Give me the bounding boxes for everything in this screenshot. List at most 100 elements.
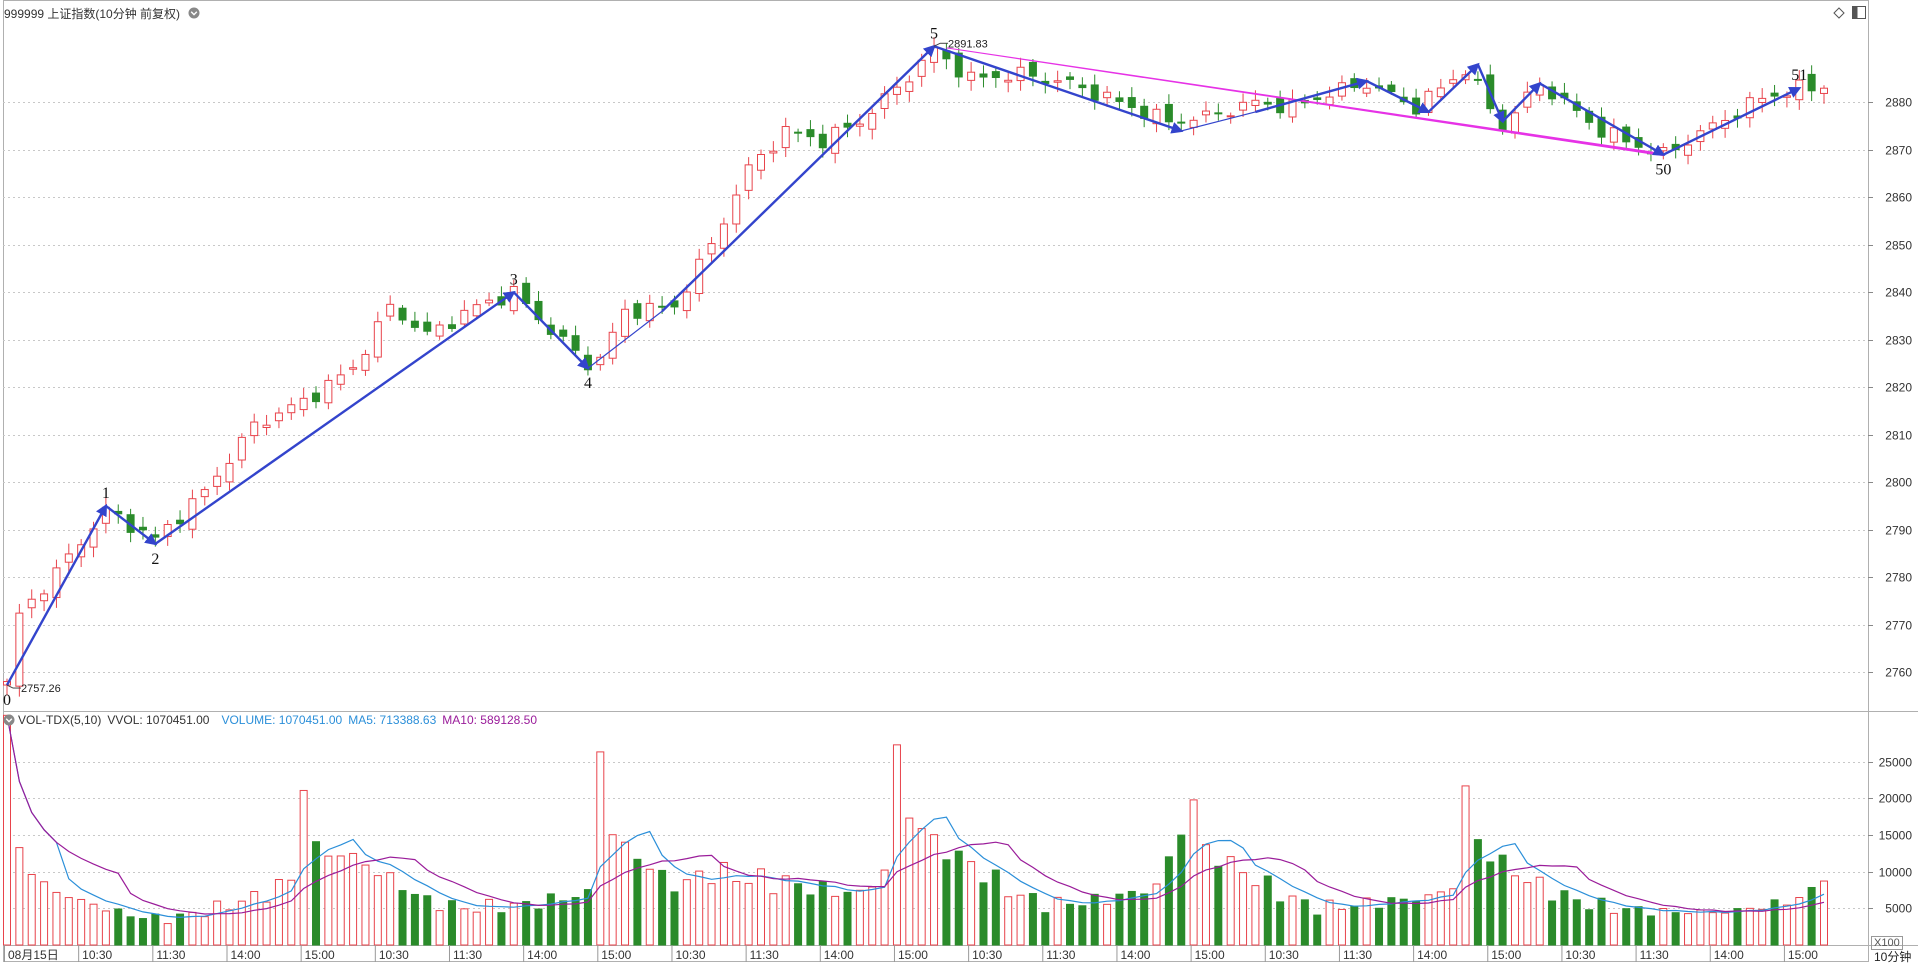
volume-bar bbox=[1387, 897, 1396, 946]
candle-body-up bbox=[200, 489, 209, 498]
candle-body-up bbox=[299, 397, 308, 411]
candle-body-up bbox=[1189, 119, 1198, 128]
time-tick-label: 15:00 bbox=[1788, 948, 1818, 962]
volume-bar bbox=[509, 902, 518, 946]
volume-bar bbox=[435, 910, 444, 946]
candle-body-up bbox=[1053, 80, 1062, 83]
time-tick-label: 15:00 bbox=[898, 948, 928, 962]
volume-tick-label: 10000 bbox=[1879, 866, 1913, 880]
time-tick-label: 10:30 bbox=[675, 948, 705, 962]
price-tick-label: 2820 bbox=[1885, 381, 1912, 395]
candle bbox=[559, 325, 568, 342]
candle-body-up bbox=[1758, 97, 1767, 103]
volume-bar bbox=[1251, 885, 1260, 946]
split-panel-icon[interactable] bbox=[1852, 6, 1866, 19]
time-tick-label: 14:00 bbox=[1120, 948, 1150, 962]
volume-bar bbox=[583, 889, 592, 946]
candle-body-up bbox=[262, 424, 271, 428]
volume-bar bbox=[1572, 899, 1581, 946]
candle bbox=[1189, 116, 1198, 136]
volume-bar bbox=[756, 868, 765, 946]
volume-bar bbox=[1041, 912, 1050, 946]
time-tick-label: 11:30 bbox=[750, 948, 779, 962]
candle-body-up bbox=[732, 194, 741, 225]
time-tick-label: 14:00 bbox=[527, 948, 557, 962]
candle-body-up bbox=[509, 285, 518, 312]
candle-body-down bbox=[1115, 97, 1124, 102]
volume-bar bbox=[237, 900, 246, 946]
volume-bar bbox=[818, 881, 827, 946]
ma10-line bbox=[6, 715, 1825, 915]
candle-body-down bbox=[176, 519, 185, 525]
candle bbox=[967, 62, 976, 91]
volume-bar bbox=[151, 913, 160, 946]
price-tick-label: 2880 bbox=[1885, 96, 1912, 110]
candle bbox=[237, 433, 246, 469]
volume-bar bbox=[114, 908, 123, 946]
volume-bar bbox=[485, 898, 494, 946]
candle bbox=[1066, 72, 1075, 90]
candle-body-down bbox=[1177, 121, 1186, 124]
volume-bar bbox=[1461, 785, 1470, 946]
volume-bar bbox=[1671, 912, 1680, 946]
volume-bar bbox=[1523, 882, 1532, 946]
candle-body-up bbox=[621, 308, 630, 337]
candle-body-up bbox=[15, 612, 24, 687]
candle-body-down bbox=[1313, 97, 1322, 100]
candle bbox=[336, 364, 345, 391]
volume-bars bbox=[3, 714, 1828, 946]
diamond-icon[interactable] bbox=[1833, 7, 1845, 19]
ma5-value: MA5: 713388.63 bbox=[348, 713, 437, 727]
volume-bar bbox=[373, 875, 382, 946]
volume-bar bbox=[1226, 856, 1235, 946]
candle-body-up bbox=[1239, 101, 1248, 111]
candle-body-down bbox=[1164, 103, 1173, 123]
volume-bar bbox=[1325, 899, 1334, 946]
candle bbox=[571, 325, 580, 356]
candlesticks bbox=[3, 37, 1828, 697]
volume-bar bbox=[1263, 875, 1272, 946]
volume-bar bbox=[954, 850, 963, 946]
wave-line bbox=[1181, 111, 1256, 132]
chevron-down-circle-icon[interactable] bbox=[188, 7, 200, 19]
time-tick-label: 11:30 bbox=[156, 948, 185, 962]
candle-body-down bbox=[818, 133, 827, 149]
chevron-down-circle-icon[interactable] bbox=[3, 714, 15, 726]
candle bbox=[250, 413, 259, 444]
price-tick-label: 2760 bbox=[1885, 666, 1912, 680]
volume-bar bbox=[460, 908, 469, 946]
candle bbox=[40, 589, 49, 612]
candle bbox=[905, 75, 914, 102]
volume-bar bbox=[336, 855, 345, 946]
volume-bar bbox=[621, 841, 630, 946]
wave-marker-label: 0 bbox=[3, 692, 11, 709]
candle bbox=[398, 305, 407, 325]
candle-body-down bbox=[1597, 116, 1606, 138]
volume-bar bbox=[287, 879, 296, 946]
volume-bar bbox=[1548, 900, 1557, 946]
time-tick-label: 10:30 bbox=[972, 948, 1002, 962]
volume-bar bbox=[1300, 899, 1309, 946]
volume-bar bbox=[1634, 906, 1643, 946]
volume-bar bbox=[534, 908, 543, 946]
time-tick-label: 08月15日 bbox=[8, 948, 59, 962]
volume-indicator-name: VOL-TDX(5,10) bbox=[18, 713, 102, 727]
candle-body-up bbox=[472, 304, 481, 317]
candle bbox=[979, 65, 988, 88]
volume-bar bbox=[744, 882, 753, 946]
volume-moving-averages bbox=[6, 715, 1825, 919]
volume-bar bbox=[1510, 875, 1519, 946]
volume-bar bbox=[546, 893, 555, 946]
candle-body-down bbox=[559, 329, 568, 337]
period-label[interactable]: 10分钟 bbox=[1874, 950, 1912, 964]
candle-body-down bbox=[1473, 78, 1482, 81]
volume-bar bbox=[1436, 891, 1445, 946]
volume-bar bbox=[472, 911, 481, 946]
volume-bar bbox=[1782, 904, 1791, 946]
wave-line bbox=[661, 44, 936, 313]
volume-bar bbox=[1721, 912, 1730, 946]
extreme-price-label: 2891.83 bbox=[948, 38, 988, 50]
volume-bar bbox=[1684, 913, 1693, 946]
volume-bar bbox=[1127, 890, 1136, 946]
volume-bar bbox=[1807, 886, 1816, 946]
